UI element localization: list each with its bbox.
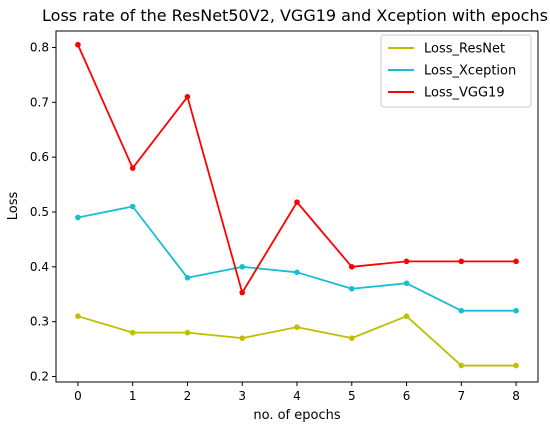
x-tick-label: 1 [129, 389, 137, 403]
x-tick-label: 7 [457, 389, 465, 403]
legend-box [380, 34, 532, 108]
data-point-loss-resnet [403, 313, 410, 319]
data-point-loss-resnet [348, 335, 355, 341]
y-tick-label: 0.2 [30, 370, 49, 384]
data-point-loss-xception [513, 307, 519, 314]
data-point-loss-resnet [239, 335, 246, 341]
data-point-loss-vgg19 [458, 258, 465, 265]
data-point-loss-vgg19 [75, 41, 81, 48]
data-point-loss-resnet [184, 329, 191, 336]
series-loss-resnet [75, 313, 519, 369]
series-line-loss-xception [77, 205, 517, 312]
legend-label: Loss_Xception [424, 64, 516, 79]
x-tick-label: 8 [512, 389, 520, 403]
data-point-loss-vgg19 [129, 165, 136, 171]
x-tick-label: 4 [293, 389, 301, 403]
data-point-loss-xception [348, 285, 355, 292]
x-tick-label: 0 [74, 389, 82, 403]
series-loss-vgg19 [75, 41, 519, 296]
x-tick-label: 3 [238, 389, 246, 403]
data-point-loss-resnet [75, 313, 81, 319]
y-tick-label: 0.7 [30, 95, 49, 109]
data-point-loss-xception [458, 307, 465, 314]
chart-title: Loss rate of the ResNet50V2, VGG19 and X… [42, 6, 548, 25]
y-tick-label: 0.3 [30, 315, 49, 329]
data-point-loss-resnet [458, 362, 465, 369]
series-line-loss-resnet [77, 315, 517, 367]
x-tick-label: 5 [348, 389, 356, 403]
x-axis-label: no. of epochs [253, 408, 340, 423]
legend-label: Loss_VGG19 [424, 86, 505, 101]
data-point-loss-vgg19 [348, 264, 355, 270]
data-point-loss-vgg19 [294, 199, 300, 205]
data-point-loss-xception [129, 203, 136, 210]
data-point-loss-xception [184, 274, 191, 281]
data-point-loss-xception [403, 280, 410, 287]
data-point-loss-resnet [294, 324, 300, 330]
y-tick-label: 0.8 [30, 40, 49, 54]
series-lines [75, 41, 519, 369]
y-tick-label: 0.6 [30, 150, 49, 164]
data-point-loss-resnet [513, 362, 519, 369]
data-point-loss-xception [75, 214, 81, 221]
data-point-loss-vgg19 [513, 258, 519, 265]
y-tick-label: 0.4 [30, 260, 49, 274]
data-point-loss-resnet [129, 329, 136, 336]
series-loss-xception [75, 203, 519, 314]
y-axis-label: Loss [6, 192, 21, 221]
x-axis: 0 1 2 3 4 5 6 7 8 [74, 382, 520, 403]
data-point-loss-vgg19 [403, 258, 410, 265]
data-point-loss-xception [294, 269, 300, 276]
data-point-loss-vgg19 [239, 289, 246, 296]
data-point-loss-vgg19 [184, 94, 191, 100]
x-tick-label: 2 [184, 389, 192, 403]
y-axis: 0.2 0.3 0.4 0.5 0.6 0.7 0.8 [30, 40, 56, 384]
legend: Loss_ResNet Loss_Xception Loss_VGG19 [380, 34, 532, 108]
x-tick-label: 6 [403, 389, 411, 403]
legend-label: Loss_ResNet [424, 42, 505, 57]
y-tick-label: 0.5 [30, 205, 49, 219]
data-point-loss-xception [239, 264, 246, 270]
